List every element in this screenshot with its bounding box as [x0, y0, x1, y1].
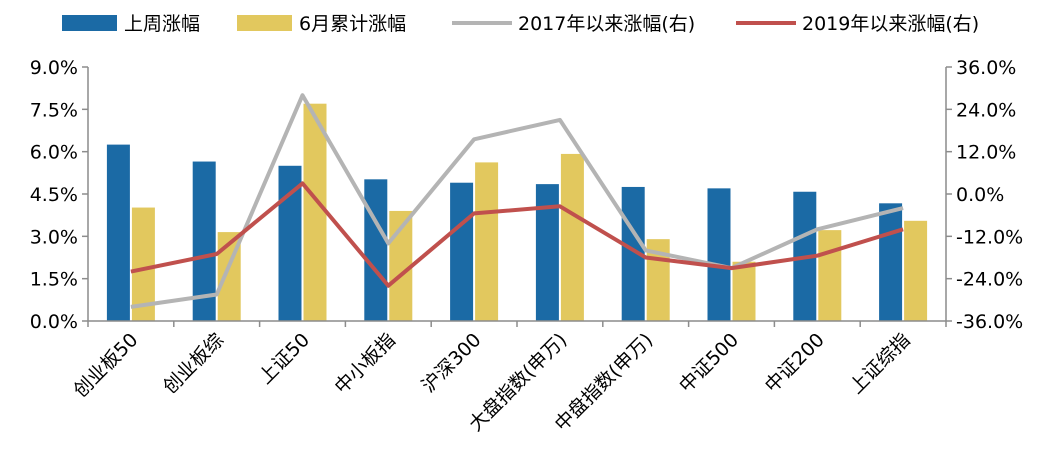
bar-june-cum	[475, 162, 499, 321]
category-label: 中证500	[675, 329, 743, 397]
left-axis: 0.0% 1.5% 3.0% 4.5% 6.0% 7.5% 9.0%	[30, 57, 89, 333]
bar-last-week	[450, 182, 474, 321]
right-tick-label: -24.0%	[956, 269, 1023, 291]
left-tick-label: 4.5%	[30, 184, 78, 206]
left-tick-label: 6.0%	[30, 142, 78, 164]
category-label: 中小板指	[331, 329, 400, 398]
bar-june-cum	[732, 261, 756, 321]
bar-last-week	[707, 188, 731, 321]
bar-last-week	[278, 165, 302, 321]
right-tick-label: 36.0%	[956, 57, 1016, 79]
bar-june-cum	[303, 103, 327, 321]
left-tick-label: 0.0%	[30, 311, 78, 333]
lines	[130, 93, 904, 309]
bar-june-cum	[818, 230, 842, 321]
bar-june-cum	[904, 220, 928, 321]
bar-june-cum	[131, 207, 155, 321]
bar-last-week	[879, 203, 903, 321]
bar-last-week	[192, 161, 216, 321]
right-tick-label: -36.0%	[956, 311, 1023, 333]
legend-label: 上周涨幅	[124, 13, 200, 35]
legend-label: 2019年以来涨幅(右)	[802, 13, 979, 35]
right-tick-label: 0.0%	[956, 184, 1004, 206]
bar-last-week	[535, 184, 559, 321]
line-since-2019	[130, 181, 904, 288]
right-axis: -36.0% -24.0% -12.0% 0.0% 12.0% 24.0% 36.0%	[945, 57, 1023, 333]
category-label: 创业板综	[159, 329, 228, 398]
legend-swatch	[62, 15, 117, 31]
left-tick-label: 7.5%	[30, 99, 78, 121]
category-label: 创业板50	[69, 329, 142, 402]
category-label: 中证200	[761, 329, 829, 397]
bar-last-week	[364, 179, 388, 321]
left-tick-label: 3.0%	[30, 226, 78, 248]
legend-swatch	[237, 15, 292, 31]
legend-label: 2017年以来涨幅(右)	[518, 13, 695, 35]
category-label: 上证50	[255, 329, 315, 389]
line-since-2017	[130, 93, 904, 309]
right-tick-label: 24.0%	[956, 99, 1016, 121]
right-tick-label: 12.0%	[956, 142, 1016, 164]
legend-label: 6月累计涨幅	[299, 13, 406, 35]
left-tick-label: 9.0%	[30, 57, 78, 79]
category-label: 上证综指	[845, 329, 914, 398]
legend: 上周涨幅 6月累计涨幅 2017年以来涨幅(右) 2019年以来涨幅(右)	[62, 13, 979, 35]
left-tick-label: 1.5%	[30, 269, 78, 291]
bar-june-cum	[389, 210, 413, 321]
bar-last-week	[106, 144, 130, 321]
bars	[106, 103, 928, 321]
bar-june-cum	[560, 153, 584, 321]
category-label: 沪深300	[418, 329, 486, 397]
right-tick-label: -12.0%	[956, 226, 1023, 248]
